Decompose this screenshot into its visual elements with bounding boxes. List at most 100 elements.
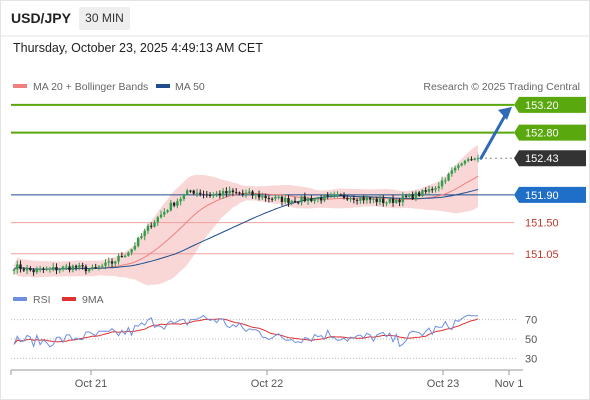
candle-body xyxy=(48,268,52,270)
candle-body xyxy=(280,196,284,202)
candle-body xyxy=(395,199,398,203)
candle-body xyxy=(404,195,408,197)
candle-body xyxy=(61,266,65,270)
candle-body xyxy=(277,196,280,198)
candle-body xyxy=(264,195,267,199)
candle-body xyxy=(159,214,163,218)
candle-body xyxy=(228,190,231,194)
candle-body xyxy=(91,267,94,270)
candle-body xyxy=(254,194,258,196)
x-tick-label: Oct 21 xyxy=(75,378,107,390)
ma20-legend-label: MA 20 + Bollinger Bands xyxy=(33,81,148,93)
candle-body xyxy=(457,165,460,168)
candle-body xyxy=(257,194,261,198)
candle-body xyxy=(251,191,254,196)
candle-body xyxy=(411,194,414,199)
candle-body xyxy=(349,198,352,200)
candle-body xyxy=(267,198,271,200)
timeframe-button[interactable]: 30 MIN xyxy=(79,7,130,30)
candle-body xyxy=(185,190,189,195)
candle-body xyxy=(414,192,418,199)
candle-body xyxy=(290,200,293,204)
candle-body xyxy=(140,236,143,238)
bollinger-band xyxy=(14,145,478,286)
candle-body xyxy=(218,193,222,196)
price-label-resistance xyxy=(514,96,586,113)
candle-body xyxy=(38,268,42,270)
candle-body xyxy=(450,170,454,174)
projection-arrow-line xyxy=(479,112,508,160)
symbol-label: USD/JPY xyxy=(11,10,71,26)
candle-body xyxy=(352,198,356,200)
price-label-pivot xyxy=(514,186,586,203)
candle-body xyxy=(195,192,199,194)
candle-body xyxy=(58,269,61,271)
candle-body xyxy=(104,262,107,266)
candle-body xyxy=(261,195,264,198)
candle-body xyxy=(215,193,218,195)
candle-body xyxy=(87,269,91,272)
candle-body xyxy=(306,198,310,202)
candle-body xyxy=(297,202,300,204)
candle-body xyxy=(385,202,388,204)
timestamp-label: Thursday, October 23, 2025 4:49:13 AM CE… xyxy=(13,41,263,55)
candle-body xyxy=(470,159,473,161)
rsi-line xyxy=(13,314,478,349)
candle-body xyxy=(368,197,372,200)
candle-body xyxy=(172,202,176,206)
candle-body xyxy=(316,197,320,199)
candle-body xyxy=(270,198,274,200)
candle-body xyxy=(359,197,362,201)
candle-body xyxy=(208,194,212,196)
candle-body xyxy=(365,197,369,201)
candle-body xyxy=(150,225,153,227)
support-label-text: 151.05 xyxy=(525,249,559,261)
candle-body xyxy=(225,191,228,194)
candle-body xyxy=(447,173,450,181)
candle-body xyxy=(19,264,22,270)
rsi-legend-swatch xyxy=(13,297,27,301)
candle-body xyxy=(388,198,391,203)
ma50-legend-swatch xyxy=(156,84,170,88)
candle-body xyxy=(421,190,424,196)
candle-body xyxy=(22,269,26,271)
rsi-tick-label: 70 xyxy=(525,315,537,327)
candle-body xyxy=(401,195,405,203)
level-lines xyxy=(11,103,514,255)
rsi-ma-legend-label: 9MA xyxy=(82,294,104,306)
candle-body xyxy=(274,196,277,199)
candle-body xyxy=(45,268,48,270)
candle-body xyxy=(238,192,241,194)
bollinger-band-area xyxy=(14,145,478,286)
candle-body xyxy=(71,265,75,271)
candle-body xyxy=(97,266,101,268)
candle-body xyxy=(199,192,202,195)
price-label-text: 152.43 xyxy=(525,153,559,165)
candle-body xyxy=(192,190,195,194)
candle-body xyxy=(123,255,127,257)
candle-body xyxy=(382,198,385,204)
candle-body xyxy=(463,160,467,164)
projection xyxy=(479,106,512,160)
candle-body xyxy=(339,194,342,196)
candle-body xyxy=(329,195,333,197)
candle-body xyxy=(65,266,68,268)
price-label-resistance xyxy=(514,124,586,141)
candle-body xyxy=(319,197,323,201)
candle-body xyxy=(117,256,120,262)
candle-body xyxy=(114,261,117,264)
candle-body xyxy=(342,195,346,198)
candle-body xyxy=(107,261,110,263)
candle-body xyxy=(136,237,140,247)
candle-body xyxy=(169,202,173,211)
candle-body xyxy=(55,267,58,271)
candle-body xyxy=(417,192,421,196)
candle-body xyxy=(460,163,463,166)
candle-body xyxy=(133,246,137,250)
candle-body xyxy=(378,198,382,203)
candle-body xyxy=(453,167,457,171)
candle-body xyxy=(156,217,159,223)
candle-body xyxy=(25,268,29,271)
candle-body xyxy=(476,158,480,160)
